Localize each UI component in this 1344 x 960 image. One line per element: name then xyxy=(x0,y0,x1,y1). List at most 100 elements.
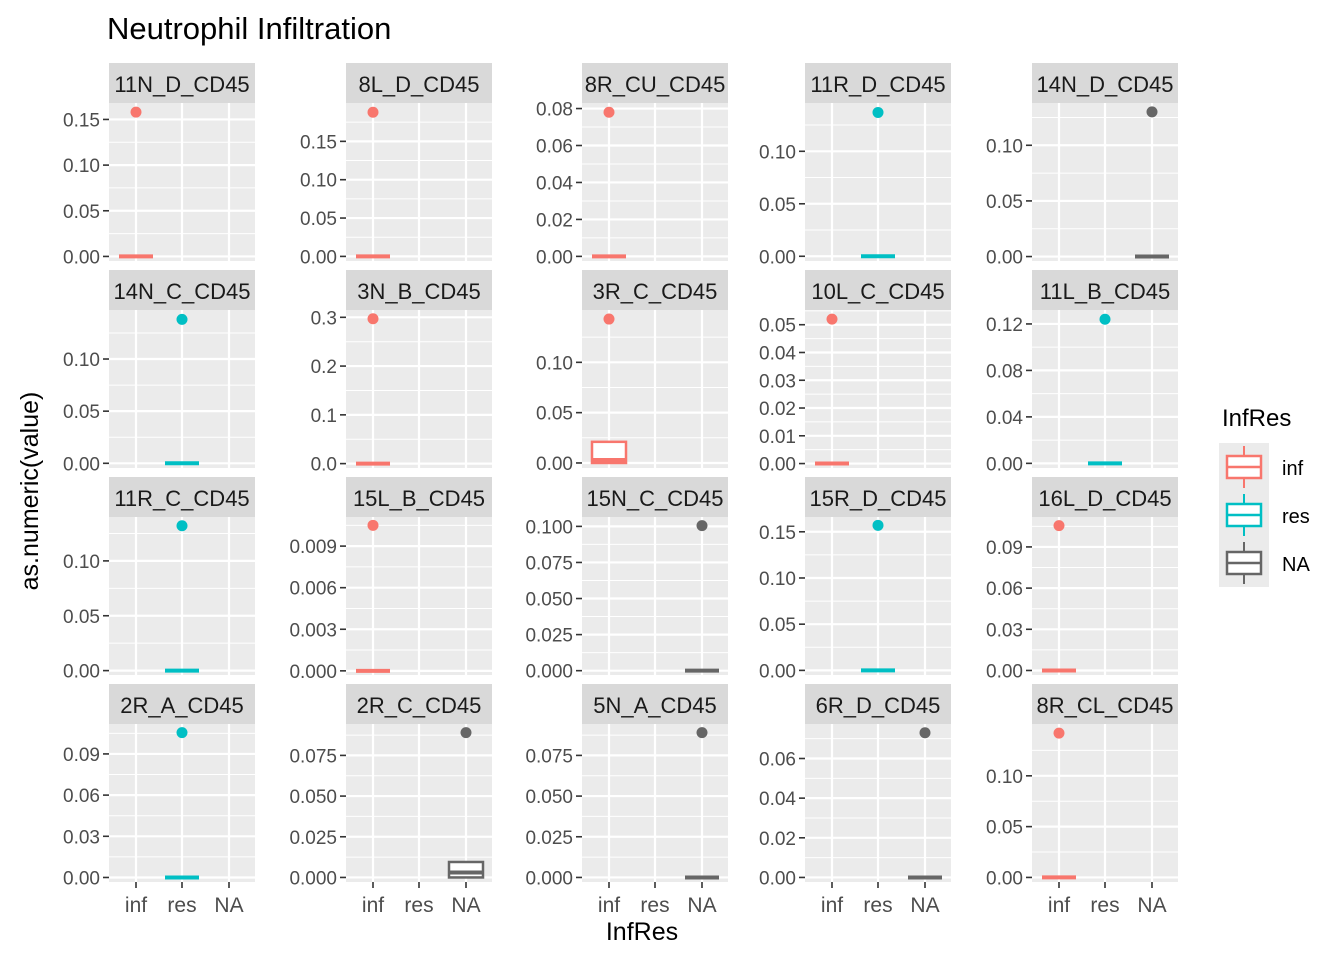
facet-strip xyxy=(346,63,492,103)
y-tick-label: 0.03 xyxy=(63,827,100,848)
legend-item: inf xyxy=(1219,443,1304,491)
facet-panel: 2R_A_CD45 0.00 0.03 0.06 0.09 inf res NA xyxy=(63,684,255,917)
y-tick-label: 0.00 xyxy=(63,662,100,683)
facet-strip-label: 14N_C_CD45 xyxy=(114,279,251,304)
facet-strip xyxy=(109,684,255,724)
y-tick-label: 0.10 xyxy=(986,767,1023,788)
facet-strip-label: 15N_C_CD45 xyxy=(587,486,724,511)
x-tick-label: inf xyxy=(125,894,147,917)
y-tick-label: 0.00 xyxy=(986,868,1023,889)
outlier-point xyxy=(176,520,188,532)
facet-strip-label: 16L_D_CD45 xyxy=(1038,486,1171,511)
box xyxy=(590,440,628,465)
y-tick-label: 0.05 xyxy=(63,607,100,628)
facet-strip-label: 11L_B_CD45 xyxy=(1040,279,1170,304)
y-tick-label: 0.15 xyxy=(63,110,100,131)
x-tick-label: NA xyxy=(687,894,716,917)
y-tick-label: 0.05 xyxy=(759,195,796,216)
facet-panel: 16L_D_CD45 0.00 0.03 0.06 0.09 xyxy=(986,477,1178,682)
y-tick-label: 0.0 xyxy=(311,455,337,476)
y-tick-label: 0.3 xyxy=(311,308,337,329)
y-tick-label: 0.050 xyxy=(525,590,573,611)
facet-panel: 11L_B_CD45 0.00 0.04 0.08 0.12 xyxy=(986,270,1178,475)
y-tick-label: 0.00 xyxy=(759,247,796,268)
y-tick-label: 0.09 xyxy=(986,538,1023,559)
y-tick-label: 0.04 xyxy=(536,173,573,194)
y-tick-label: 0.10 xyxy=(63,350,100,371)
facet-strip-label: 11N_D_CD45 xyxy=(114,72,249,97)
y-tick-label: 0.05 xyxy=(986,818,1023,839)
y-tick-label: 0.03 xyxy=(986,620,1023,641)
y-tick-label: 0.01 xyxy=(759,427,796,448)
outlier-point xyxy=(1099,313,1111,325)
outlier-point xyxy=(176,313,188,325)
y-tick-label: 0.05 xyxy=(986,192,1023,213)
facet-strip xyxy=(805,684,951,724)
outlier-point xyxy=(367,519,379,531)
y-tick-label: 0.10 xyxy=(759,142,796,163)
facet-panel: 8R_CU_CD45 0.00 0.02 0.04 0.06 0.08 xyxy=(536,63,728,268)
legend-item-label: NA xyxy=(1282,554,1310,576)
facet-strip-label: 8R_CU_CD45 xyxy=(585,72,726,97)
outlier-point xyxy=(872,519,884,531)
y-tick-label: 0.050 xyxy=(525,787,573,808)
y-tick-label: 0.025 xyxy=(289,828,337,849)
y-tick-label: 0.10 xyxy=(300,171,337,192)
x-tick-label: NA xyxy=(910,894,939,917)
x-axis-label: InfRes xyxy=(606,918,678,946)
y-tick-label: 0.00 xyxy=(63,868,100,889)
y-tick-label: 0.06 xyxy=(536,137,573,158)
legend-title: InfRes xyxy=(1222,405,1291,432)
legend-item-label: res xyxy=(1282,506,1310,528)
y-tick-label: 0.10 xyxy=(63,156,100,177)
y-tick-label: 0.006 xyxy=(289,579,337,600)
y-tick-label: 0.05 xyxy=(759,316,796,337)
box xyxy=(447,860,485,879)
facet-panel: 3N_B_CD45 0.0 0.1 0.2 0.3 xyxy=(311,270,492,476)
y-tick-label: 0.00 xyxy=(300,247,337,268)
facet-panel: 15R_D_CD45 0.00 0.05 0.10 0.15 xyxy=(759,477,951,682)
x-tick-label: res xyxy=(1090,894,1119,917)
y-tick-label: 0.05 xyxy=(63,402,100,423)
chart-title: Neutrophil Infiltration xyxy=(107,11,391,46)
x-tick-label: NA xyxy=(1137,894,1166,917)
facet-panel: 5N_A_CD45 0.000 0.025 0.050 0.075 inf res NA xyxy=(525,684,728,917)
facet-panel: 11R_D_CD45 0.00 0.05 0.10 xyxy=(759,63,951,268)
legend: InfRes inf res NA xyxy=(1219,405,1310,587)
outlier-point xyxy=(1053,520,1065,532)
y-tick-label: 0.10 xyxy=(986,136,1023,157)
y-tick-label: 0.06 xyxy=(986,579,1023,600)
facet-panel: 8R_CL_CD45 0.00 0.05 0.10 inf res NA xyxy=(986,684,1178,917)
y-tick-label: 0.00 xyxy=(536,247,573,268)
facet-panel: 3R_C_CD45 0.00 0.05 0.10 xyxy=(536,270,728,475)
x-tick-label: NA xyxy=(451,894,480,917)
y-tick-label: 0.075 xyxy=(525,746,573,767)
y-tick-label: 0.06 xyxy=(63,786,100,807)
y-tick-label: 0.000 xyxy=(289,662,337,683)
y-tick-label: 0.100 xyxy=(525,517,573,538)
facet-panel: 11R_C_CD45 0.00 0.05 0.10 xyxy=(63,477,255,683)
facet-panel: 15N_C_CD45 0.000 0.025 0.050 0.075 0.100 xyxy=(525,477,728,683)
y-tick-label: 0.04 xyxy=(986,408,1023,429)
facet-strip-label: 5N_A_CD45 xyxy=(593,693,717,718)
x-tick-label: res xyxy=(640,894,669,917)
y-tick-label: 0.00 xyxy=(63,247,100,268)
y-tick-label: 0.00 xyxy=(986,454,1023,475)
facet-strip-label: 15L_B_CD45 xyxy=(353,486,485,511)
y-tick-label: 0.09 xyxy=(63,745,100,766)
y-tick-label: 0.00 xyxy=(759,868,796,889)
y-tick-label: 0.00 xyxy=(759,661,796,682)
outlier-point xyxy=(367,313,379,325)
outlier-point xyxy=(696,520,708,532)
facet-strip-label: 15R_D_CD45 xyxy=(810,486,947,511)
outlier-point xyxy=(826,313,838,325)
facet-strip xyxy=(346,270,492,310)
facet-strip xyxy=(805,63,951,103)
y-tick-label: 0.03 xyxy=(759,371,796,392)
facet-strip xyxy=(805,477,951,517)
facet-strip xyxy=(582,477,728,517)
facet-strip-label: 11R_D_CD45 xyxy=(810,72,945,97)
outlier-point xyxy=(460,727,472,739)
facet-panel: 8L_D_CD45 0.00 0.05 0.10 0.15 xyxy=(300,63,492,268)
